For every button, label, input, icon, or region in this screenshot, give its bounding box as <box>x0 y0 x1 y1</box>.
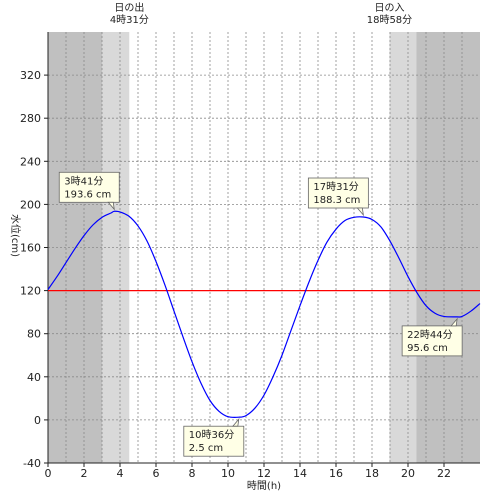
sun-labels: 日の出 4時31分 日の入 18時58分 <box>110 1 412 26</box>
annotation-level: 95.6 cm <box>407 343 448 354</box>
annotation-pointer <box>450 317 458 327</box>
annotation-box <box>183 425 245 457</box>
annotation-callout: 22時44分 95.6 cm <box>401 317 463 357</box>
annotation-callout: 17時31分 188.3 cm <box>307 177 369 217</box>
tide-level-line <box>47 210 481 418</box>
annotation-pointer <box>107 201 115 211</box>
sunrise-label: 日の出 <box>114 1 144 14</box>
annotation-pointer <box>356 207 364 217</box>
y-tick-label: 80 <box>27 328 41 341</box>
y-tick-label: 160 <box>20 242 41 255</box>
x-tick-label: 20 <box>401 467 415 480</box>
x-tick-label: 6 <box>153 467 160 480</box>
x-tick-label: 8 <box>189 467 196 480</box>
x-tick-label: 18 <box>365 467 379 480</box>
annotations: 3時41分 193.6 cm 10時36分 2.5 cm 17時31分 188.3 cm 2… <box>58 171 463 457</box>
annotation-level: 188.3 cm <box>313 195 360 206</box>
series-group <box>47 210 481 418</box>
y-tick-label: 200 <box>20 198 41 211</box>
x-tick-label: 10 <box>221 467 235 480</box>
sunset-time: 18時58分 <box>367 14 412 26</box>
y-tick-label: 240 <box>20 155 41 168</box>
annotation-level: 2.5 cm <box>189 443 223 454</box>
axes: -40 0 40 80 120 160 200 240 280 320 0 2 4 6 8 10 12 14 16 1… <box>20 32 480 480</box>
y-tick-label: 40 <box>27 371 41 384</box>
annotation-time: 10時36分 <box>189 429 234 441</box>
sunset-label: 日の入 <box>374 3 404 14</box>
x-axis-label: 時間(h) <box>247 480 281 492</box>
annotation-callout: 3時41分 193.6 cm <box>58 171 120 211</box>
y-tick-label: 0 <box>34 414 41 427</box>
annotation-box <box>307 177 369 209</box>
y-tick-label: 120 <box>20 285 41 298</box>
annotation-box <box>58 171 120 203</box>
annotation-pointer <box>231 417 240 427</box>
sunrise-time: 4時31分 <box>110 14 149 26</box>
x-tick-label: 0 <box>45 467 52 480</box>
annotation-time: 22時44分 <box>407 329 452 341</box>
y-tick-label: 280 <box>20 112 41 125</box>
annotation-level: 193.6 cm <box>64 189 111 200</box>
y-axis-label: 水位(cm) <box>9 214 22 257</box>
x-tick-label: 4 <box>117 467 124 480</box>
annotation-time: 3時41分 <box>64 175 103 187</box>
x-tick-label: 22 <box>437 467 451 480</box>
y-tick-label: -40 <box>23 457 41 470</box>
x-tick-label: 16 <box>329 467 343 480</box>
y-tick-label: 320 <box>20 69 41 82</box>
annotation-time: 17時31分 <box>313 181 358 193</box>
x-tick-label: 12 <box>257 467 271 480</box>
annotation-box <box>401 325 463 357</box>
x-tick-label: 2 <box>81 467 88 480</box>
x-tick-label: 14 <box>293 467 307 480</box>
annotation-callout: 10時36分 2.5 cm <box>183 417 245 457</box>
